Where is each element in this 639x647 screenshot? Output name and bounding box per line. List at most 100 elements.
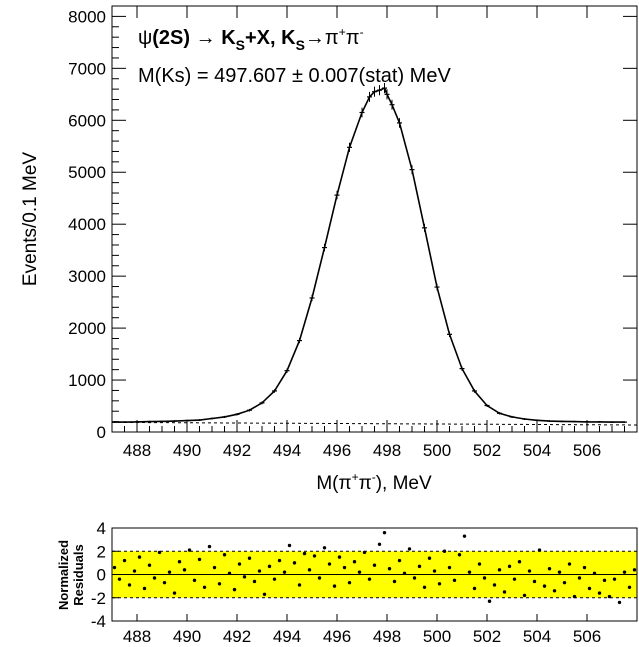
residual-point <box>507 564 512 569</box>
residual-point <box>127 583 132 587</box>
res-y-tick-label: 2 <box>97 542 106 561</box>
residual-point <box>312 554 317 558</box>
res-x-tick-label: 502 <box>473 627 501 646</box>
residual-point <box>152 576 157 580</box>
residual-point <box>502 590 507 594</box>
residual-point <box>597 591 602 595</box>
residual-point <box>602 578 607 583</box>
data-point <box>134 420 140 423</box>
data-point <box>247 408 252 412</box>
main-panel: 488 490 492 494 496 498 500 502 504 506 0 1000 2000 3… <box>20 5 638 494</box>
residual-point <box>512 577 517 581</box>
residual-point <box>452 578 457 583</box>
y-tick-label: 1000 <box>68 371 106 390</box>
residual-point <box>362 550 367 555</box>
residual-point <box>357 570 362 574</box>
x-tick-label: 488 <box>123 441 151 460</box>
residual-point <box>577 576 582 580</box>
residual-point <box>372 563 377 567</box>
data-point <box>382 83 387 94</box>
residual-point <box>287 543 292 548</box>
residual-point <box>307 568 312 572</box>
residual-point <box>192 578 197 583</box>
data-point <box>334 190 340 200</box>
data-point <box>147 420 152 423</box>
residual-point <box>552 589 557 593</box>
residual-point <box>392 579 397 584</box>
data-point <box>584 420 590 423</box>
data-point <box>322 243 327 252</box>
residual-point <box>122 558 127 563</box>
residual-point <box>387 566 392 571</box>
residual-point <box>232 587 237 592</box>
residual-point <box>467 570 472 574</box>
x-tick-label: 496 <box>323 441 351 460</box>
data-point <box>509 415 515 418</box>
residual-point <box>197 557 202 562</box>
residual-point <box>567 562 572 566</box>
residual-point <box>432 569 437 573</box>
residual-point <box>527 569 532 573</box>
residual-point <box>182 568 187 572</box>
data-point <box>122 421 127 423</box>
residual-point <box>252 579 257 584</box>
background-line <box>111 421 638 426</box>
residual-point <box>302 551 307 556</box>
residual-point <box>237 562 242 566</box>
data-point <box>459 366 465 371</box>
data-point <box>209 417 215 420</box>
residual-point <box>207 544 212 549</box>
residual-point <box>607 594 612 599</box>
residual-point <box>342 565 347 570</box>
residual-point <box>257 569 262 573</box>
residual-point <box>627 585 632 589</box>
data-point <box>259 401 265 405</box>
x-tick-label: 500 <box>423 441 451 460</box>
data-point <box>484 404 490 407</box>
residual-point <box>442 549 447 553</box>
residual-point <box>417 564 422 569</box>
data-point <box>367 91 372 102</box>
res-x-tick-label: 494 <box>273 627 301 646</box>
res-y-tick-label: -4 <box>91 612 106 631</box>
residual-point <box>447 565 452 570</box>
residual-point <box>377 542 382 546</box>
data-point <box>597 420 602 423</box>
y-tick-label: 5000 <box>68 163 106 182</box>
res-y-tick-label: -2 <box>91 589 106 608</box>
data-point <box>222 415 227 418</box>
residual-point <box>542 584 547 588</box>
data-points <box>112 83 627 423</box>
residual-point <box>537 548 542 552</box>
residual-point <box>612 577 617 581</box>
residual-point <box>472 586 477 591</box>
residual-point <box>322 546 327 550</box>
data-point <box>622 421 627 423</box>
data-point <box>309 294 315 302</box>
residual-point <box>177 560 182 564</box>
residual-point <box>437 582 442 586</box>
data-point <box>434 283 440 291</box>
data-point <box>389 99 395 110</box>
residual-point <box>547 566 552 571</box>
residual-point <box>327 562 332 566</box>
residual-point <box>497 568 502 572</box>
residual-point <box>397 558 402 563</box>
residual-point <box>572 594 577 599</box>
data-point <box>472 389 477 393</box>
data-point <box>409 165 415 175</box>
residual-point <box>202 585 207 589</box>
residual-point <box>557 570 562 574</box>
res-x-tick-label: 488 <box>123 627 151 646</box>
x-tick-label: 490 <box>173 441 201 460</box>
residual-point <box>632 568 637 572</box>
residual-point <box>217 582 222 586</box>
x-tick-label: 494 <box>273 441 301 460</box>
data-point <box>422 223 427 232</box>
y-tick-label: 7000 <box>68 59 106 78</box>
res-x-tick-label: 492 <box>223 627 251 646</box>
residual-point <box>167 570 172 574</box>
residual-point <box>382 530 387 535</box>
residual-point <box>337 555 342 559</box>
